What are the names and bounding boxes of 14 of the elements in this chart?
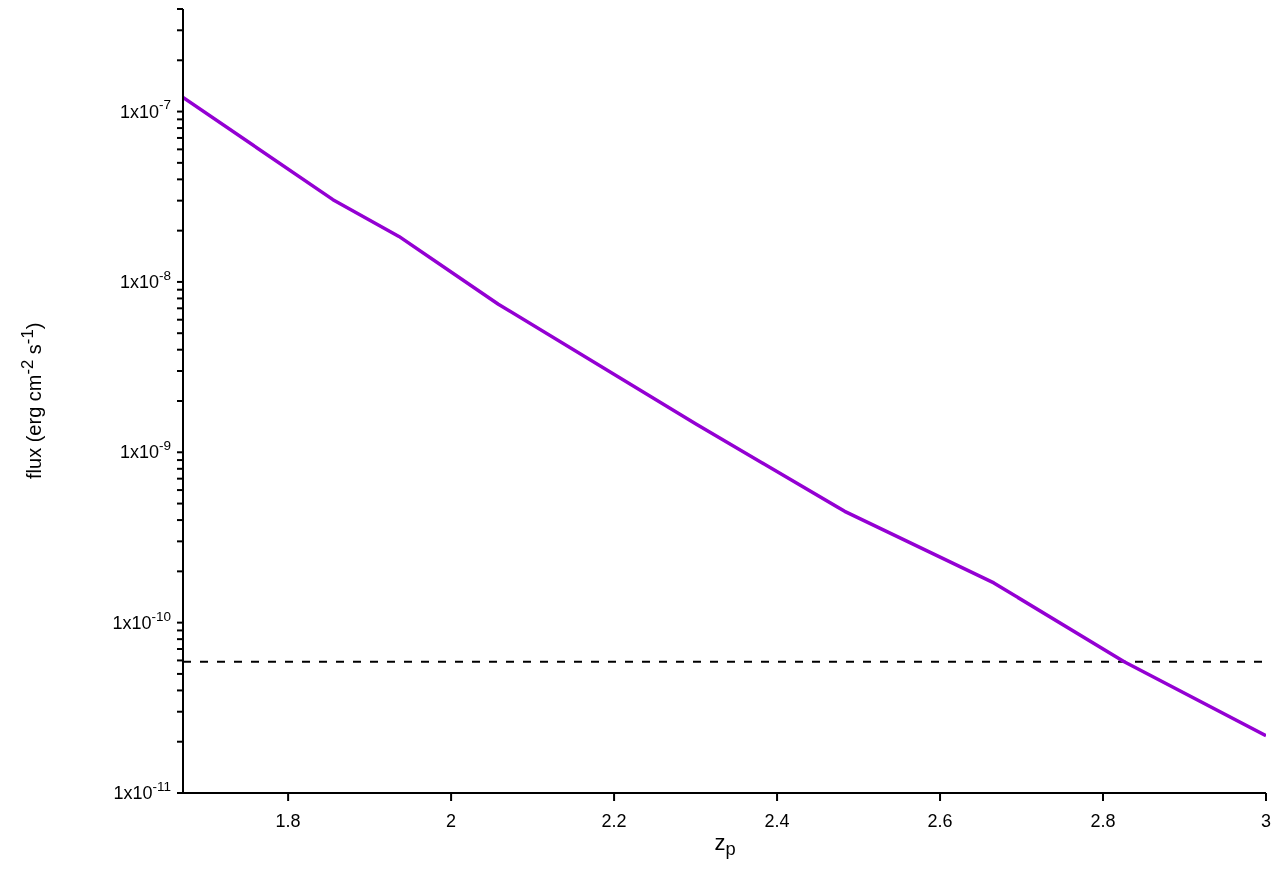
- line-series: [183, 95, 1266, 738]
- x-tick-label: 3: [1260, 811, 1272, 831]
- x-tick-label: 1.8: [275, 811, 301, 831]
- x-tick-label: 2.6: [927, 811, 953, 831]
- x-axis-title: z$_{p}$: [713, 830, 737, 861]
- y-tick-label: 1x10$^{-11}$: [113, 778, 171, 803]
- y-tick-label: 1x10$^{-8}$: [119, 267, 171, 292]
- y-tick-label: 1x10$^{-7}$: [119, 97, 171, 122]
- x-tick-label: 2: [446, 811, 457, 831]
- y-tick-label: 1x10$^{-9}$: [119, 438, 171, 463]
- x-tick-label: 2.2: [601, 811, 627, 831]
- x-tick-label: 2.4: [764, 811, 790, 831]
- y-tick-label: 1x10$^{-10}$: [112, 608, 171, 633]
- x-tick-label: 2.8: [1090, 811, 1116, 831]
